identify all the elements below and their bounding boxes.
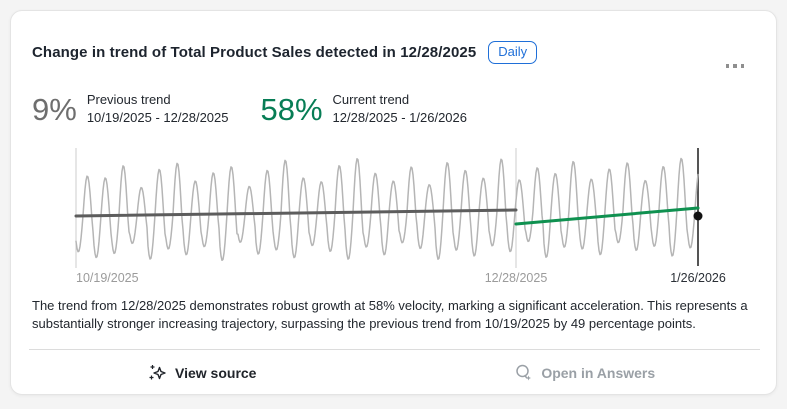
open-in-answers-button[interactable]: Open in Answers: [394, 350, 777, 395]
insight-summary-text: The trend from 12/28/2025 demonstrates r…: [32, 298, 748, 331]
current-trend-range: 12/28/2025 - 1/26/2026: [332, 109, 467, 125]
view-source-button[interactable]: View source: [11, 350, 394, 395]
more-options-icon[interactable]: [725, 64, 744, 68]
x-axis-label-changepoint: 12/28/2025: [485, 271, 548, 285]
sparkle-icon: [148, 363, 167, 382]
footer-divider: [29, 349, 760, 350]
open-in-answers-label: Open in Answers: [541, 364, 656, 381]
frequency-badge: Daily: [488, 41, 538, 64]
latest-point-marker: [693, 211, 703, 221]
trend-summary: 9% Previous trend 10/19/2025 - 12/28/202…: [32, 91, 467, 126]
sales-series-line: [75, 157, 699, 262]
current-trend-group: 58% Current trend 12/28/2025 - 1/26/2026: [261, 91, 468, 126]
search-sparkle-icon: [514, 363, 533, 382]
insight-card: Change in trend of Total Product Sales d…: [10, 10, 777, 395]
previous-trend-label: Previous trend: [86, 92, 171, 107]
previous-trend-line: [74, 208, 518, 218]
card-header: Change in trend of Total Product Sales d…: [32, 41, 716, 64]
previous-trend-range: 10/19/2025 - 12/28/2025: [86, 109, 229, 125]
card-title: Change in trend of Total Product Sales d…: [32, 44, 477, 61]
trend-chart-svg: 10/19/2025 12/28/2025 1/26/2026: [74, 148, 726, 285]
view-source-label: View source: [175, 364, 257, 381]
previous-trend-percent: 9%: [32, 92, 77, 127]
previous-trend-group: 9% Previous trend 10/19/2025 - 12/28/202…: [32, 91, 229, 126]
current-trend-percent: 58%: [260, 92, 323, 127]
x-axis-label-end: 1/26/2026: [670, 271, 726, 285]
current-trend-label: Current trend: [332, 92, 410, 107]
card-footer: View source Open in Answers: [11, 350, 776, 395]
trend-chart: 10/19/2025 12/28/2025 1/26/2026: [11, 146, 778, 296]
current-trend-line: [514, 206, 700, 226]
x-axis-label-start: 10/19/2025: [76, 271, 139, 285]
